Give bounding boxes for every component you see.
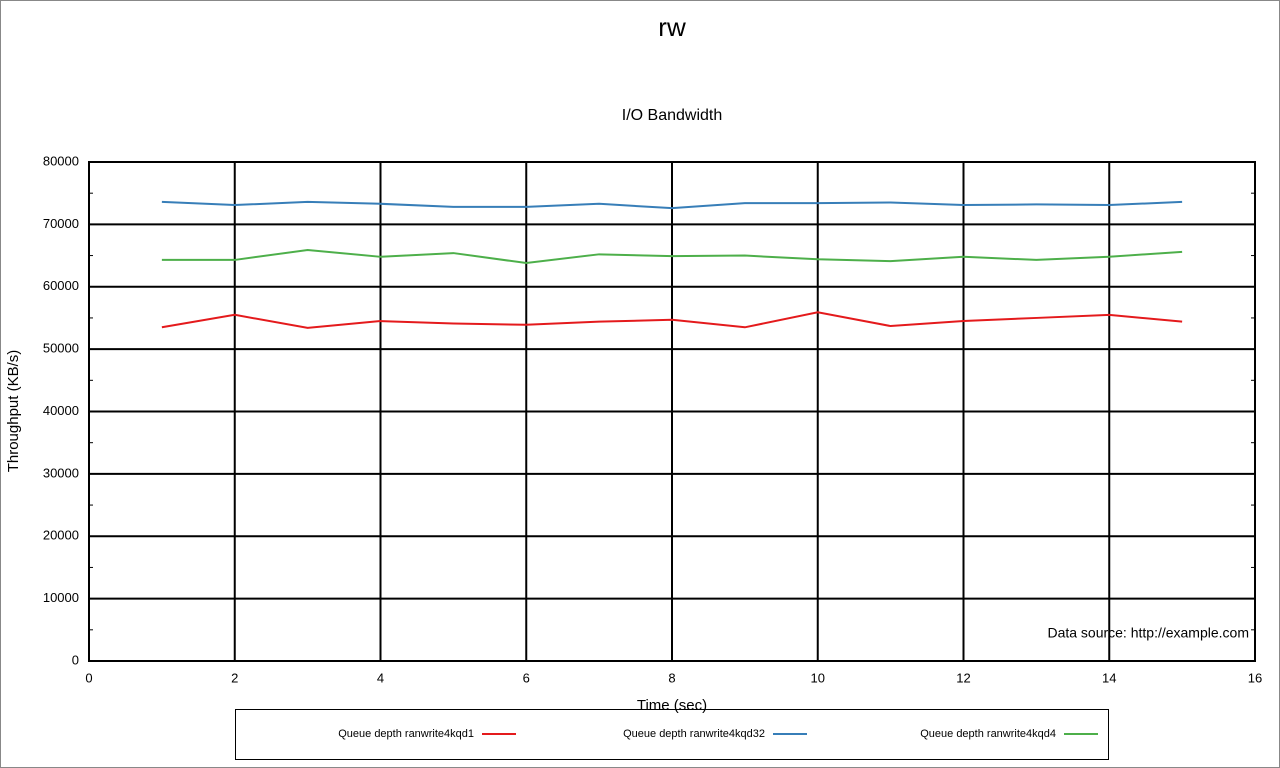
x-tick-label: 14 [1102,670,1116,685]
y-tick-label: 30000 [43,465,79,480]
x-tick-label: 10 [811,670,825,685]
chart-title: rw [658,12,686,42]
x-tick-label: 12 [956,670,970,685]
x-tick-label: 4 [377,670,384,685]
y-tick-label: 50000 [43,341,79,356]
y-tick-label: 10000 [43,590,79,605]
y-tick-label: 20000 [43,528,79,543]
y-tick-label: 70000 [43,216,79,231]
series-line [161,200,1183,210]
legend-label: Queue depth ranwrite4kqd1 [338,728,474,740]
x-tick-label: 6 [523,670,530,685]
series-line [161,311,1183,329]
legend-label: Queue depth ranwrite4kqd32 [623,728,765,740]
x-tick-label: 2 [231,670,238,685]
annotation: Data source: http://example.com [1047,625,1249,641]
x-tick-label: 16 [1248,670,1262,685]
x-tick-label: 0 [85,670,92,685]
legend-label: Queue depth ranwrite4kqd4 [920,728,1056,740]
x-axis-label: Time (sec) [637,697,707,714]
series-line [161,248,1183,265]
y-tick-label: 0 [72,652,79,667]
y-tick-label: 60000 [43,278,79,293]
chart-subtitle: I/O Bandwidth [622,107,723,124]
y-axis-label: Throughput (KB/s) [5,350,22,473]
x-tick-label: 8 [668,670,675,685]
legend-box [235,709,1109,760]
y-tick-label: 40000 [43,403,79,418]
y-tick-label: 80000 [43,153,79,168]
